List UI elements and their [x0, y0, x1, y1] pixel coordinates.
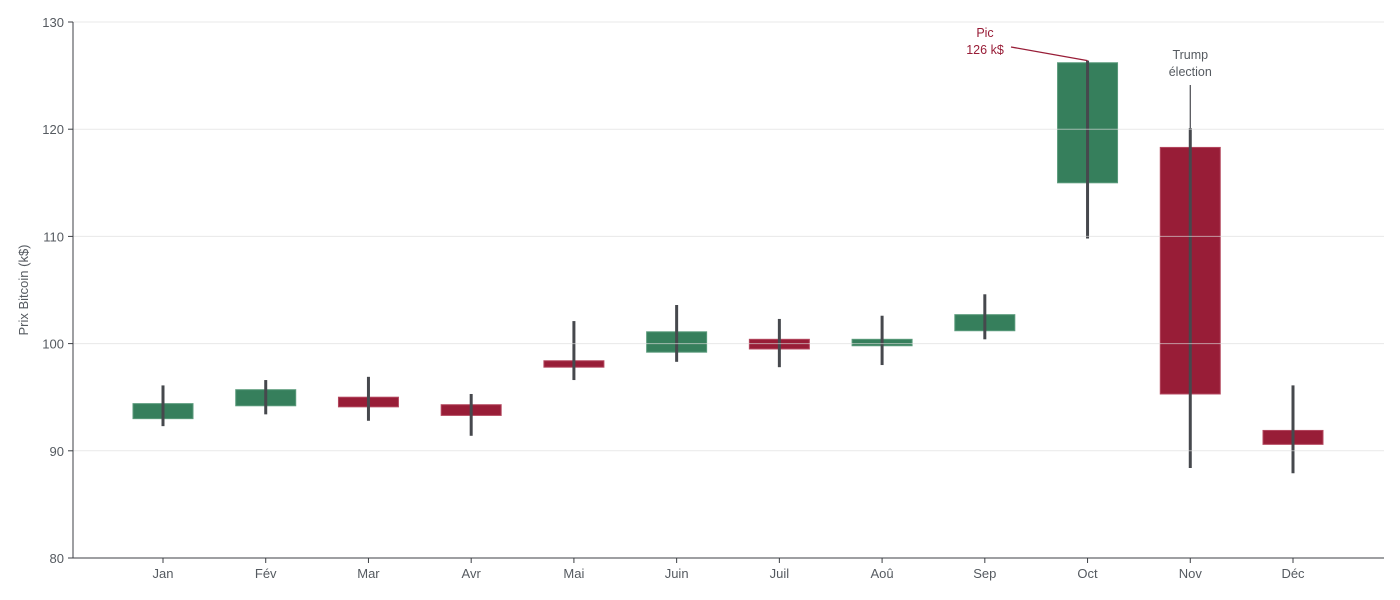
annotations: Pic 126 k$ Trump élection — [966, 26, 1212, 129]
candle-Aoû — [851, 315, 913, 366]
annotation-pointer — [1010, 46, 1088, 62]
candle-Oct — [1057, 60, 1119, 239]
axes: 80 90 100 110 120 130 Jan Fév Mar Avr Mai Juin Juil A… — [42, 15, 1384, 581]
candle-Juin — [646, 305, 708, 362]
x-tick-label: Mar — [357, 566, 380, 581]
x-tick-label: Juil — [770, 566, 790, 581]
candle-Nov — [1159, 128, 1221, 468]
y-axis-title: Prix Bitcoin (k$) — [16, 244, 31, 335]
candle-Fév — [235, 380, 297, 415]
x-tick-label: Jan — [153, 566, 174, 581]
x-tick-label: Avr — [462, 566, 482, 581]
gridlines — [73, 21, 1384, 452]
y-tick-label: 90 — [50, 444, 64, 459]
candles-layer — [132, 60, 1324, 474]
y-tick-label: 100 — [42, 337, 64, 352]
x-tick-label: Fév — [255, 566, 277, 581]
x-tick-label: Juin — [665, 566, 689, 581]
y-tick-label: 110 — [43, 229, 64, 244]
candle-Juil — [748, 318, 810, 368]
x-tick-label: Déc — [1281, 566, 1305, 581]
y-tick-label: 120 — [42, 122, 64, 137]
x-tick-label: Nov — [1179, 566, 1203, 581]
x-tick-label: Oct — [1077, 566, 1098, 581]
candle-Jan — [132, 385, 194, 427]
candle-Avr — [440, 393, 502, 436]
annotation-election: Trump élection — [1169, 48, 1212, 79]
y-tick-label: 80 — [50, 551, 64, 566]
candle-Déc — [1262, 385, 1324, 474]
y-tick-label: 130 — [42, 15, 64, 30]
x-tick-label: Aoû — [871, 566, 894, 581]
candle-Mar — [337, 376, 399, 421]
x-tick-label: Mai — [563, 566, 584, 581]
x-tick-label: Sep — [973, 566, 996, 581]
annotation-peak: Pic 126 k$ — [966, 26, 1004, 57]
candle-Sep — [954, 294, 1016, 340]
candle-Mai — [543, 321, 605, 381]
